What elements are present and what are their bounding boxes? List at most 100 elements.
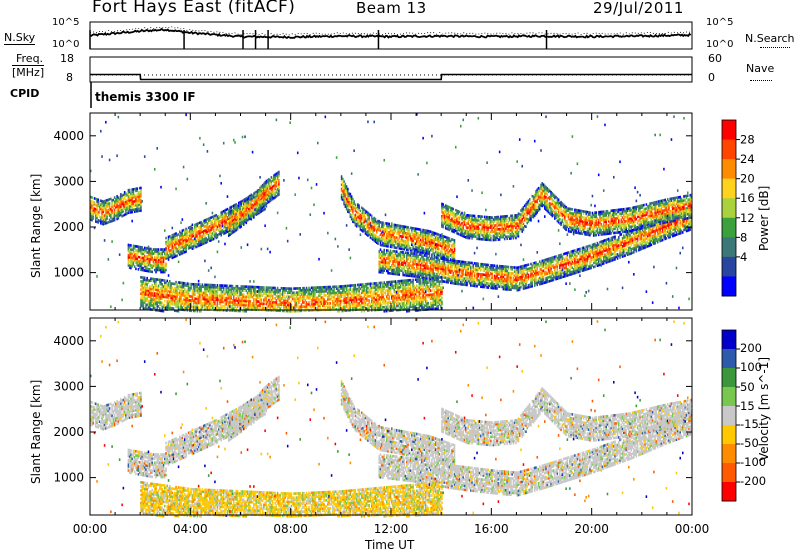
power-cell: [408, 305, 411, 309]
power-cell: [131, 206, 133, 210]
power-cell: [365, 291, 368, 294]
power-cell: [362, 285, 364, 288]
power-cell: [224, 213, 226, 216]
power-cell: [265, 204, 268, 208]
power-cell: [343, 293, 345, 296]
power-cell: [344, 305, 347, 308]
power-cell: [212, 231, 215, 235]
power-cell: [96, 208, 98, 211]
power-cell: [151, 252, 154, 255]
power-cell: [268, 294, 270, 298]
power-cell: [295, 309, 298, 313]
power-cell: [191, 241, 194, 244]
power-cell: [357, 223, 359, 227]
power-cell: [212, 217, 215, 220]
power-cell: [117, 214, 120, 218]
power-cell: [201, 238, 204, 242]
power-cell: [180, 246, 182, 249]
power-cell: [394, 270, 397, 274]
power-cell: [375, 239, 378, 242]
power-cell: [103, 218, 106, 221]
power-cell: [401, 243, 403, 247]
power-cell: [263, 206, 265, 210]
power-cell: [175, 297, 177, 300]
power-cell: [373, 220, 375, 224]
power-cell: [254, 210, 256, 214]
power-cell: [313, 298, 315, 302]
power-cell: [394, 306, 397, 310]
power-cell: [195, 289, 197, 292]
power-cell: [344, 188, 347, 192]
power-cell: [268, 302, 270, 306]
power-cell: [245, 301, 248, 305]
power-cell: [344, 201, 347, 204]
power-cell: [408, 262, 411, 265]
power-cell: [142, 280, 145, 284]
power-cell: [274, 286, 276, 290]
power-cell: [216, 235, 219, 239]
power-cell: [211, 236, 214, 239]
power-cell: [318, 286, 320, 289]
power-cell: [123, 193, 126, 196]
power-cell: [205, 302, 207, 305]
power-cell: [103, 222, 106, 226]
power-cell: [279, 303, 281, 306]
power-cell: [155, 250, 157, 253]
power-cell: [253, 285, 255, 289]
power-cell: [232, 210, 235, 213]
power-cell: [367, 299, 369, 302]
power-cell: [187, 245, 190, 248]
power-cell: [379, 237, 382, 241]
power-cell: [177, 249, 180, 253]
power-cell: [403, 291, 406, 295]
power-cell: [408, 270, 411, 273]
power-cell: [305, 290, 308, 294]
power-cell: [396, 270, 398, 274]
power-cell: [379, 302, 382, 305]
power-cell: [409, 303, 412, 307]
power-cell: [387, 232, 389, 236]
power-cell: [328, 302, 330, 305]
power-cell: [396, 246, 398, 250]
power-cell: [219, 230, 221, 234]
power-cell: [199, 233, 201, 237]
power-cell: [270, 288, 273, 292]
power-cell: [125, 202, 127, 206]
power-cell: [360, 291, 363, 295]
power-cell: [225, 284, 228, 288]
power-cell: [391, 227, 393, 230]
power-cell: [250, 304, 253, 307]
power-cell: [249, 208, 251, 212]
power-cell: [313, 292, 315, 296]
power-cell: [255, 209, 258, 212]
power-cell: [260, 286, 263, 289]
power-cell: [270, 304, 273, 308]
power-cell: [377, 294, 379, 297]
power-cell: [367, 295, 369, 298]
power-cell: [200, 303, 202, 307]
power-cell: [407, 240, 409, 244]
power-cell: [370, 216, 373, 220]
power-cell: [274, 289, 276, 293]
power-cell: [375, 229, 378, 232]
power-cell: [337, 293, 339, 297]
power-cell: [190, 307, 192, 311]
power-cell: [256, 205, 259, 209]
power-cell: [207, 269, 210, 272]
power-cell: [407, 279, 409, 282]
power-cell: [402, 265, 404, 269]
power-cell: [211, 283, 214, 287]
power-cell: [382, 295, 384, 299]
power-cell: [241, 215, 244, 219]
power-cell: [166, 283, 169, 287]
power-cell: [264, 292, 266, 295]
power-cell: [359, 303, 362, 307]
power-cell: [374, 223, 377, 227]
power-cell: [158, 256, 161, 260]
power-cell: [398, 273, 401, 276]
power-cell: [399, 269, 402, 272]
power-cell: [157, 278, 160, 282]
power-cell: [343, 184, 345, 187]
power-cell: [132, 204, 135, 208]
power-cell: [404, 293, 407, 297]
